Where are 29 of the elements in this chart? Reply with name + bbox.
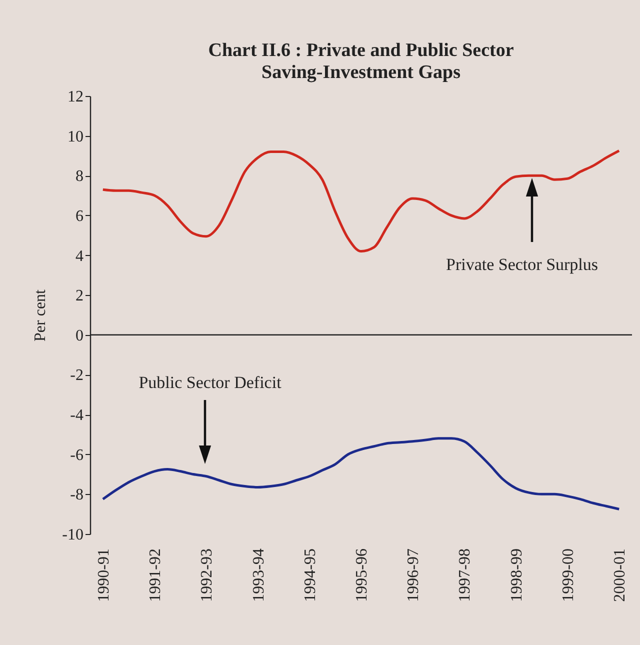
x-tick-label: 1990-91 — [95, 548, 112, 602]
y-tick-label: -8 — [70, 486, 84, 504]
y-axis-title: Per cent — [32, 288, 50, 342]
x-tick-label: 1995-96 — [354, 548, 370, 602]
x-tick-label: 2000-01 — [612, 548, 629, 602]
line-series — [102, 150, 620, 253]
y-tick-label: 4 — [76, 248, 84, 265]
y-tick-label: 10 — [68, 128, 84, 146]
x-tick-label: 1999-00 — [560, 548, 577, 602]
y-tick-label: -2 — [70, 367, 84, 384]
y-tick-label: 6 — [76, 208, 84, 225]
y-tick-label: 2 — [76, 288, 84, 305]
x-tick-label: 1992-93 — [198, 548, 216, 602]
y-tick-label: -10 — [62, 526, 84, 544]
x-tick-label: 1997-98 — [456, 548, 474, 602]
x-tick-label: 1998-99 — [508, 548, 526, 602]
line-series — [102, 437, 620, 510]
annotation: Public Sector Deficit — [138, 373, 282, 392]
y-tick-label: -6 — [70, 446, 84, 464]
y-tick-label: 8 — [76, 168, 84, 186]
y-tick-label: 12 — [68, 88, 84, 106]
x-tick-label: 1994-95 — [302, 548, 319, 602]
annotation: Private Sector Surplus — [446, 255, 598, 274]
x-tick-label: 1991-92 — [147, 548, 164, 602]
y-tick-label: 0 — [76, 327, 84, 344]
x-tick-label: 1996-97 — [405, 548, 422, 602]
y-tick-label: -4 — [70, 407, 84, 424]
x-tick-label: 1993-94 — [250, 548, 268, 602]
chart-title: Chart II.6 : Private and Public Sector Saving-Investment Gaps — [208, 40, 514, 83]
